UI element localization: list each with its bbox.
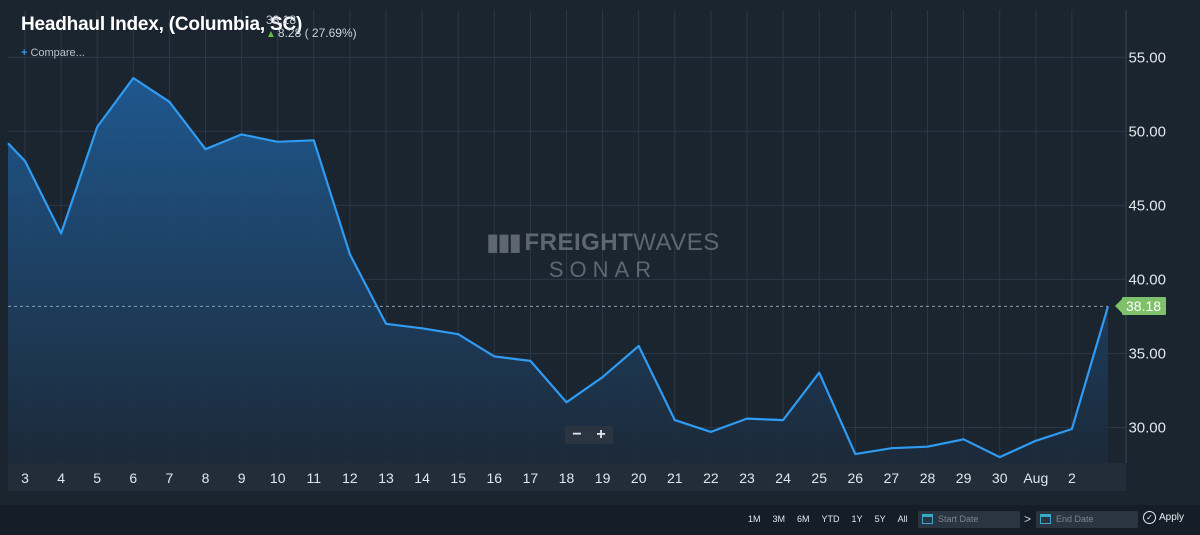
footer-bar <box>0 505 1200 535</box>
x-tick-label: 14 <box>414 470 430 486</box>
x-tick-label: 30 <box>992 470 1008 486</box>
price-block: 38.18 ▲ 8.28 ( 27.69%) <box>266 14 357 41</box>
zoom-out-button[interactable]: − <box>572 426 582 443</box>
logo-bars-icon: ▮▮▮ <box>486 229 525 256</box>
x-tick-label: 17 <box>523 470 539 486</box>
x-tick-label: 12 <box>342 470 358 486</box>
plus-icon: + <box>21 47 28 59</box>
change-text: 8.28 ( 27.69%) <box>277 26 357 40</box>
watermark-brand-bold: FREIGHT <box>524 229 634 256</box>
y-tick-label: 35.00 <box>1128 345 1166 362</box>
x-tick-label: 21 <box>667 470 683 486</box>
x-tick-label: 27 <box>884 470 900 486</box>
y-tick-label: 45.00 <box>1128 197 1166 214</box>
watermark: ▮▮▮ FREIGHTWAVES SONAR <box>463 228 743 283</box>
x-tick-label: 28 <box>920 470 936 486</box>
end-date-input[interactable]: End Date <box>1036 511 1138 528</box>
x-tick-label: 25 <box>811 470 827 486</box>
range-all-button[interactable]: All <box>897 514 908 524</box>
series-line <box>7 77 1110 459</box>
range-5y-button[interactable]: 5Y <box>874 514 886 524</box>
change-value: ▲ 8.28 ( 27.69%) <box>266 27 357 41</box>
y-tick-label: 55.00 <box>1128 49 1166 66</box>
x-tick-label: 10 <box>270 470 286 486</box>
x-tick-label: 9 <box>238 470 246 486</box>
x-tick-label: 7 <box>166 470 174 486</box>
zoom-in-button[interactable]: + <box>596 426 606 443</box>
compare-button[interactable]: + Compare... <box>21 47 85 59</box>
range-buttons: 1M 3M 6M YTD 1Y 5Y All <box>742 510 914 528</box>
zoom-controls: − + <box>565 426 613 444</box>
start-date-input[interactable]: Start Date <box>918 511 1020 528</box>
apply-button[interactable]: ✓ Apply <box>1143 511 1184 524</box>
x-tick-label: 29 <box>956 470 972 486</box>
x-tick-label: 11 <box>307 470 322 486</box>
y-tick-label: 30.00 <box>1128 419 1166 436</box>
apply-label: Apply <box>1159 512 1185 524</box>
x-tick-label: 6 <box>129 470 137 486</box>
watermark-product: SONAR <box>548 257 658 282</box>
x-tick-label: 24 <box>775 470 791 486</box>
range-6m-button[interactable]: 6M <box>797 514 810 524</box>
up-arrow-icon: ▲ <box>266 29 276 40</box>
x-tick-label: 8 <box>202 470 210 486</box>
y-tick-label: 40.00 <box>1128 271 1166 288</box>
x-tick-label: 18 <box>559 470 575 486</box>
x-tick-label: Aug <box>1023 470 1048 486</box>
calendar-icon <box>922 514 933 524</box>
range-1m-button[interactable]: 1M <box>748 514 761 524</box>
y-tick-label: 50.00 <box>1128 123 1166 140</box>
axis-spacer <box>0 491 1200 505</box>
x-tick-label: 3 <box>21 470 29 486</box>
check-circle-icon: ✓ <box>1143 511 1156 524</box>
start-date-placeholder: Start Date <box>938 514 979 524</box>
series-fill <box>8 78 1108 463</box>
x-tick-label: 4 <box>57 470 65 486</box>
x-axis-bar <box>8 463 1126 491</box>
x-axis: 3 4 5 6 7 8 9 10 11 12 13 14 15 16 17 18 19 20 21 22 23 24 25 2… <box>21 470 1076 486</box>
date-separator-icon: > <box>1024 512 1032 526</box>
x-tick-label: 5 <box>93 470 101 486</box>
range-1y-button[interactable]: 1Y <box>851 514 863 524</box>
y-axis: 55.00 50.00 45.00 40.00 35.00 30.00 <box>1128 49 1166 436</box>
x-tick-label: 26 <box>848 470 864 486</box>
calendar-icon <box>1040 514 1051 524</box>
x-tick-label: 20 <box>631 470 647 486</box>
current-value: 38.18 <box>266 13 297 27</box>
x-tick-label: 16 <box>487 470 503 486</box>
range-3m-button[interactable]: 3M <box>772 514 786 524</box>
last-value-badge: 38.18 <box>1114 297 1167 316</box>
x-tick-label: 23 <box>739 470 755 486</box>
watermark-brand: ▮▮▮ FREIGHTWAVES <box>463 228 743 257</box>
series-area <box>7 77 1110 463</box>
chart-title: Headhaul Index, (Columbia, SC) <box>21 14 303 35</box>
range-ytd-button[interactable]: YTD <box>821 514 840 524</box>
x-tick-label: 2 <box>1068 470 1076 486</box>
x-tick-label: 22 <box>703 470 719 486</box>
x-tick-label: 15 <box>450 470 466 486</box>
compare-label: Compare... <box>30 47 85 59</box>
watermark-brand-light: WAVES <box>633 229 720 256</box>
x-tick-label: 19 <box>595 470 611 486</box>
end-date-placeholder: End Date <box>1056 514 1094 524</box>
x-tick-label: 13 <box>378 470 394 486</box>
